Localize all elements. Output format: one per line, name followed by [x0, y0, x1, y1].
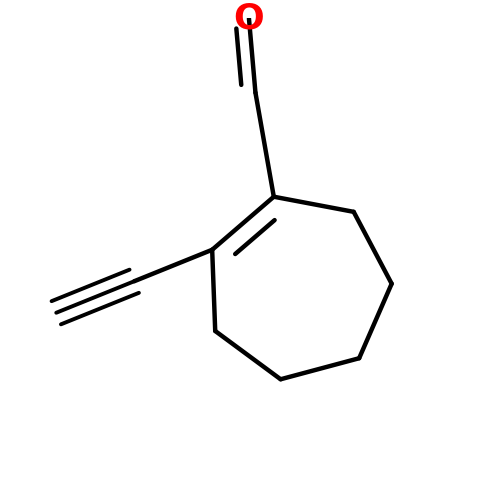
- Text: O: O: [234, 2, 264, 35]
